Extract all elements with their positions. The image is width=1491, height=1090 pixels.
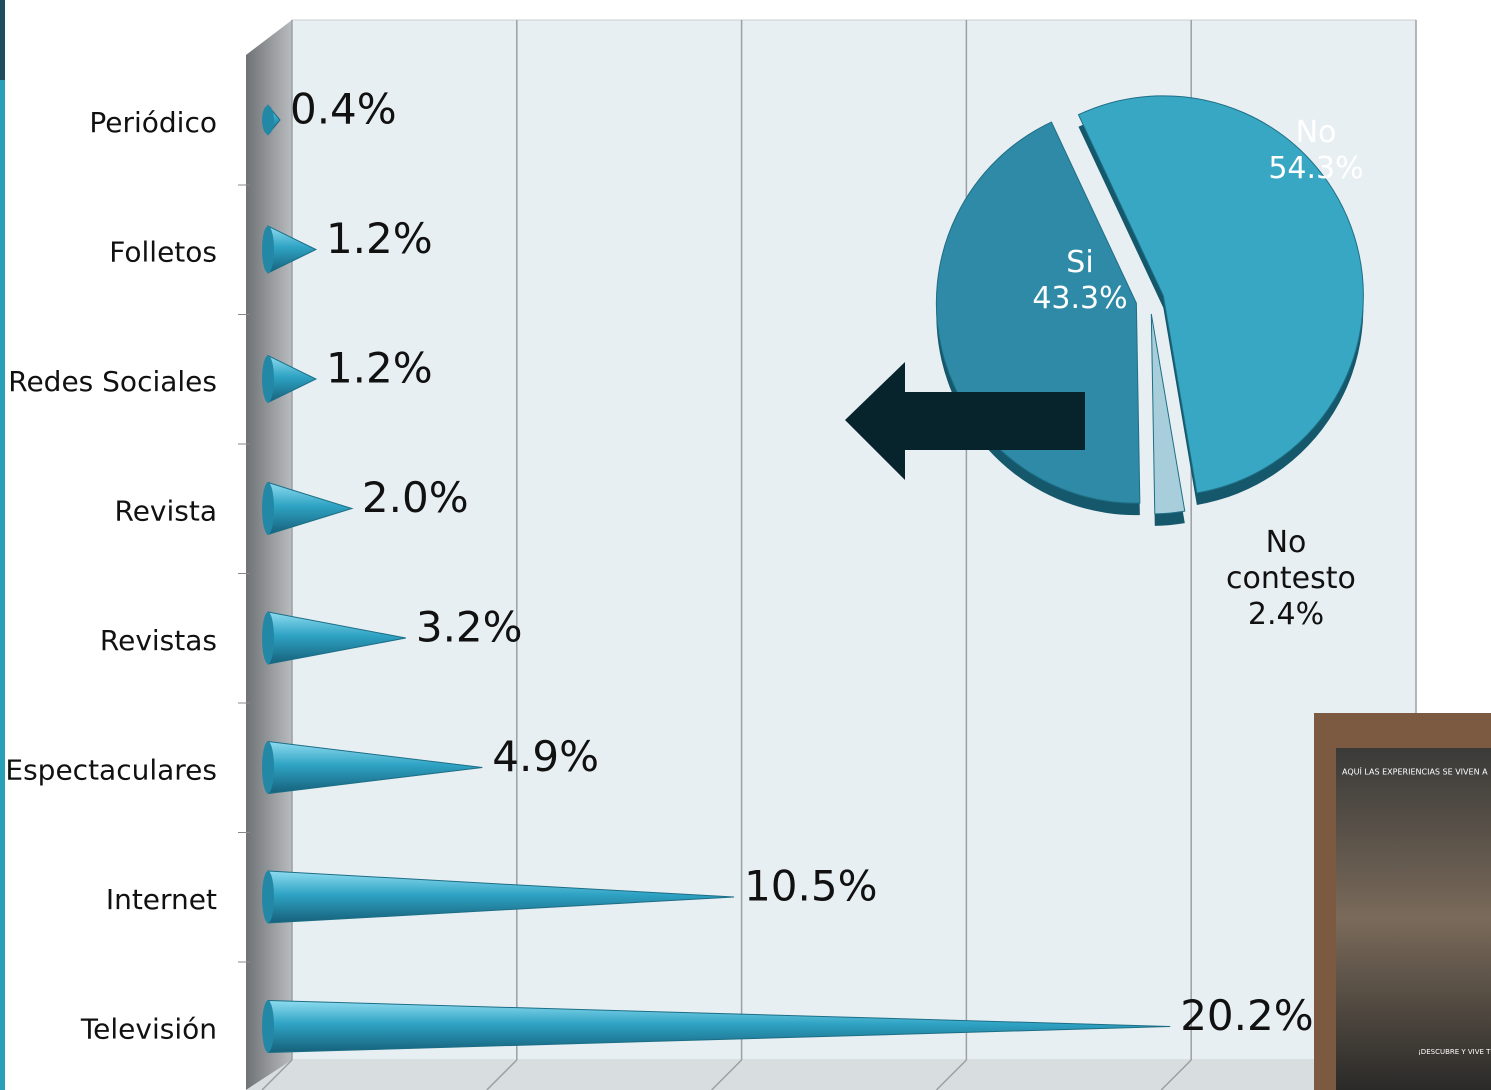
value-label: 4.9% (492, 732, 599, 781)
pie-value-label: 43.3% (1032, 281, 1128, 316)
y-tick-label: Redes Sociales (8, 365, 217, 398)
value-label: 1.2% (326, 214, 433, 263)
left-strip-top (0, 0, 5, 80)
y-tick-label: Televisión (80, 1013, 217, 1046)
bar-base (262, 612, 274, 664)
pie-label: Si (1066, 245, 1094, 280)
value-label: 20.2% (1180, 991, 1313, 1040)
value-label: 2.0% (362, 473, 469, 522)
pie-label: No (1295, 115, 1337, 150)
bar-base (262, 226, 274, 273)
value-label: 3.2% (416, 603, 523, 652)
bar-base (262, 741, 274, 794)
grid-line (1160, 1059, 1192, 1090)
bar-base (262, 871, 274, 923)
pie-slice (1150, 313, 1186, 515)
left-strip (0, 0, 5, 1090)
grid-line (261, 1059, 293, 1090)
photo-poster (1336, 748, 1491, 1090)
y-tick-label: Espectaculares (5, 754, 217, 787)
y-tick-label: Revista (115, 495, 218, 528)
grid-line (486, 1059, 518, 1090)
y-tick-label: Folletos (109, 236, 217, 269)
y-tick-label: Internet (106, 883, 217, 916)
side-wall (246, 20, 292, 1090)
grid-line (711, 1059, 743, 1090)
bar-base (262, 482, 274, 535)
pie-value-label: 2.4% (1247, 597, 1325, 632)
y-tick-label: Periódico (89, 106, 217, 139)
bar-base (262, 105, 274, 135)
pie-label: No contesto (1226, 525, 1356, 596)
pie-value-label: 54.3% (1268, 151, 1364, 186)
value-label: 0.4% (290, 85, 397, 134)
floor (246, 1060, 1416, 1090)
pie-slice (1077, 95, 1364, 494)
arrow (845, 362, 1085, 480)
photo-text: AQUÍ LAS EXPERIENCIAS SE VIVEN A (1342, 766, 1488, 777)
value-label: 1.2% (326, 344, 433, 393)
bar-base (262, 355, 274, 403)
grid-line (935, 1059, 967, 1090)
value-label: 10.5% (744, 862, 877, 911)
photo-text: ¡DESCUBRE Y VIVE TO (1418, 1048, 1491, 1056)
bar-base (262, 1000, 274, 1053)
y-tick-label: Revistas (100, 624, 217, 657)
